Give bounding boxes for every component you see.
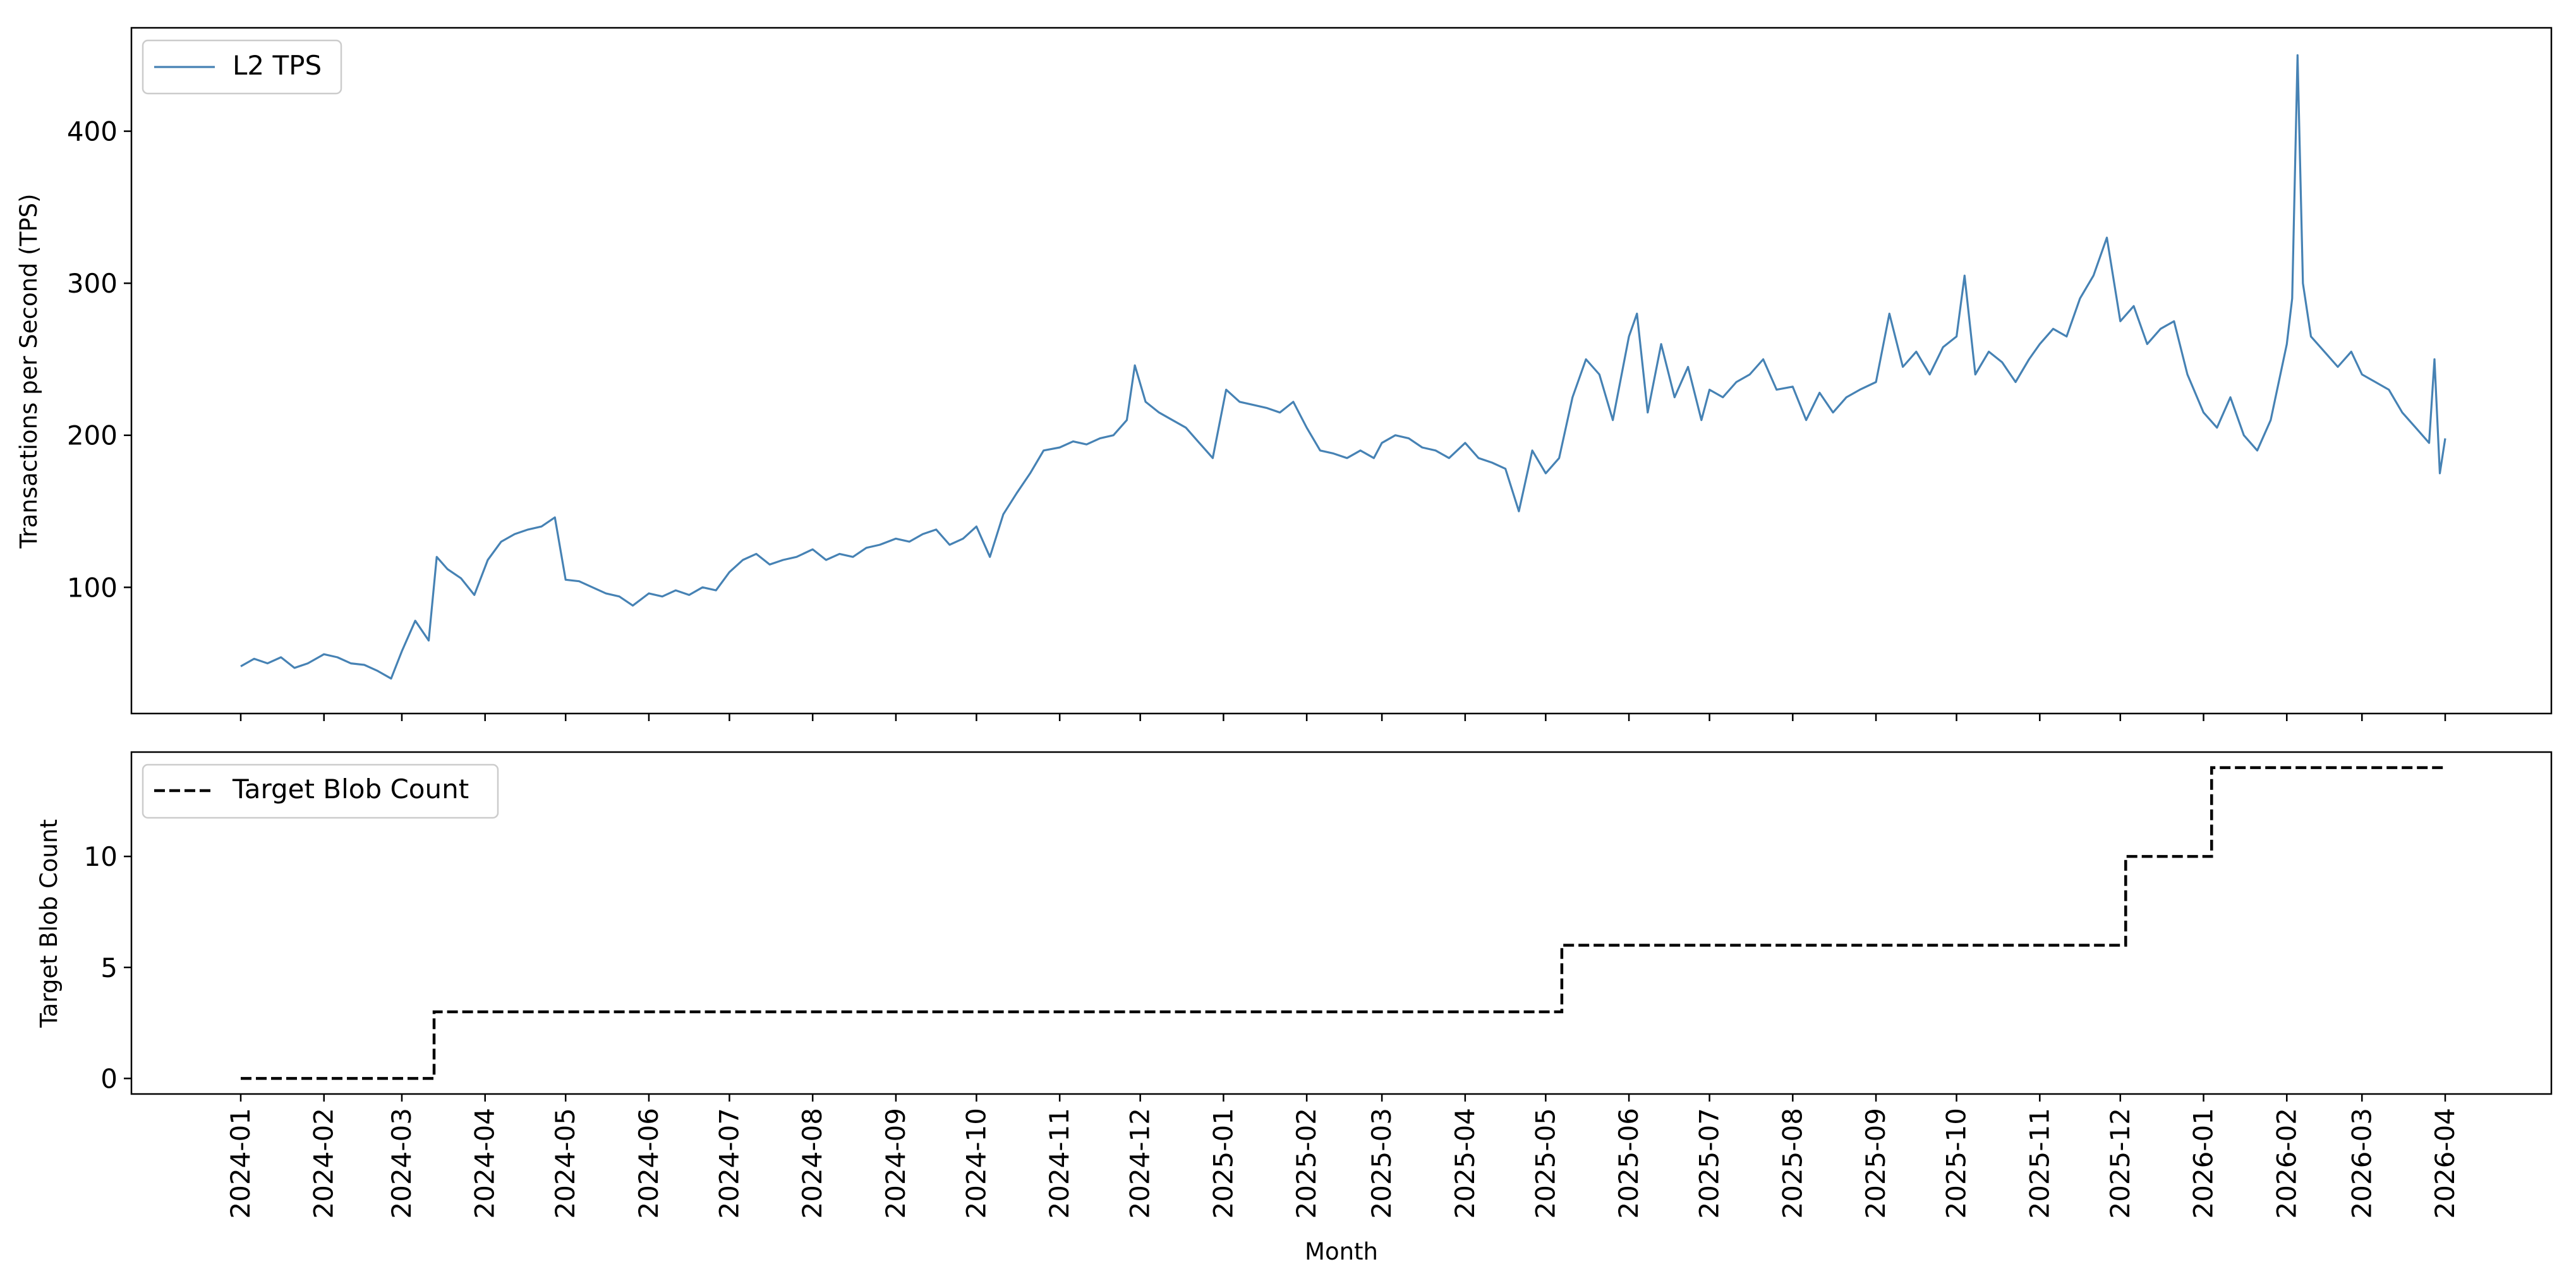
x-tick-label: 2024-10 [960, 1108, 991, 1219]
blob-y-axis-label: Target Blob Count [35, 819, 63, 1028]
blob-panel: 0 5 10 2024-01 2024-02 2024-03 2024-04 2024-05… [35, 751, 2553, 1265]
tps-panel: 100 200 300 400 Transactions per Second (TP… [15, 27, 2553, 721]
x-tick-label: 2024-12 [1125, 1108, 1156, 1219]
x-tick-label: 2026-01 [2188, 1108, 2219, 1219]
tps-x-tick-marks [239, 714, 2446, 721]
x-tick-label: 2025-06 [1613, 1108, 1644, 1219]
x-tick-label: 2025-10 [1941, 1108, 1972, 1219]
blob-legend-box [142, 763, 499, 819]
x-tick-label: 2025-04 [1449, 1108, 1480, 1219]
blob-y-tick-label: 0 [100, 1063, 118, 1094]
tps-y-tick-label: 200 [67, 420, 118, 451]
x-tick-label: 2026-03 [2346, 1108, 2377, 1219]
tps-y-tick-label: 300 [67, 268, 118, 299]
x-tick-label: 2025-09 [1860, 1108, 1891, 1219]
blob-y-tick-label: 10 [84, 841, 118, 872]
x-tick-label: 2026-02 [2271, 1108, 2302, 1219]
x-tick-label: 2024-05 [550, 1108, 581, 1219]
x-tick-label: 2025-02 [1291, 1108, 1322, 1219]
tps-y-tick-label: 100 [67, 572, 118, 603]
x-tick-label: 2024-09 [880, 1108, 911, 1219]
blob-y-tick-label: 5 [100, 952, 118, 983]
tps-series-line [240, 54, 2446, 680]
x-tick-label: 2026-04 [2429, 1108, 2460, 1219]
blob-plot-frame [130, 751, 2553, 1095]
x-tick-label: 2025-05 [1530, 1108, 1561, 1219]
x-axis-label: Month [1305, 1238, 1378, 1265]
tps-y-ticks: 100 200 300 400 [67, 116, 131, 603]
blob-series-line [241, 766, 2445, 1080]
blob-x-ticks: 2024-01 2024-02 2024-03 2024-04 2024-05 2024-… [225, 1094, 2460, 1219]
x-tick-label: 2024-01 [225, 1108, 256, 1219]
tps-plot-frame [130, 27, 2553, 715]
x-tick-label: 2024-08 [797, 1108, 828, 1219]
x-tick-label: 2025-07 [1694, 1108, 1725, 1219]
tps-legend-label: L2 TPS [233, 50, 322, 81]
x-tick-label: 2025-03 [1366, 1108, 1397, 1219]
x-tick-label: 2024-07 [713, 1108, 744, 1219]
tps-legend: L2 TPS [142, 39, 342, 95]
x-tick-label: 2024-04 [469, 1108, 500, 1219]
x-tick-label: 2024-02 [308, 1108, 339, 1219]
x-tick-label: 2024-11 [1044, 1108, 1075, 1219]
tps-y-tick-label: 400 [67, 116, 118, 147]
blob-y-ticks: 0 5 10 [84, 841, 131, 1094]
x-tick-label: 2024-06 [633, 1108, 664, 1219]
x-tick-label: 2024-03 [386, 1108, 417, 1219]
tps-legend-box [142, 39, 342, 95]
blob-legend: Target Blob Count [142, 763, 499, 819]
x-tick-label: 2025-11 [2024, 1108, 2055, 1219]
x-tick-label: 2025-01 [1207, 1108, 1238, 1219]
x-tick-label: 2025-12 [2105, 1108, 2136, 1219]
tps-y-axis-label: Transactions per Second (TPS) [15, 193, 42, 549]
blob-legend-label: Target Blob Count [232, 774, 469, 805]
x-tick-label: 2025-08 [1777, 1108, 1808, 1219]
